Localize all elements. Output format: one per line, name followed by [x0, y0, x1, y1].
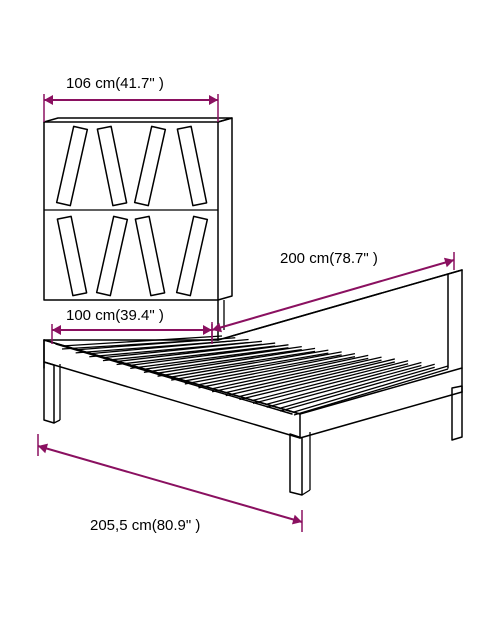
dim-label: 205,5 cm(80.9" ) [90, 517, 200, 534]
dim-label: 200 cm(78.7" ) [280, 250, 378, 267]
dim-label: 100 cm(39.4" ) [66, 307, 164, 324]
dim-label: 106 cm(41.7" ) [66, 75, 164, 92]
